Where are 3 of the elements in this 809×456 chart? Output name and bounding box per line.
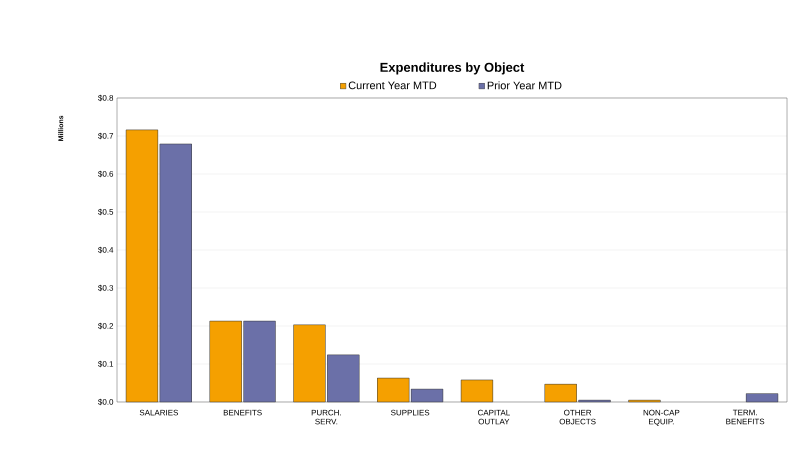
- legend-label: Prior Year MTD: [488, 81, 562, 90]
- legend-label: Current Year MTD: [348, 81, 436, 90]
- chart-title: Expenditures by Object: [380, 62, 524, 74]
